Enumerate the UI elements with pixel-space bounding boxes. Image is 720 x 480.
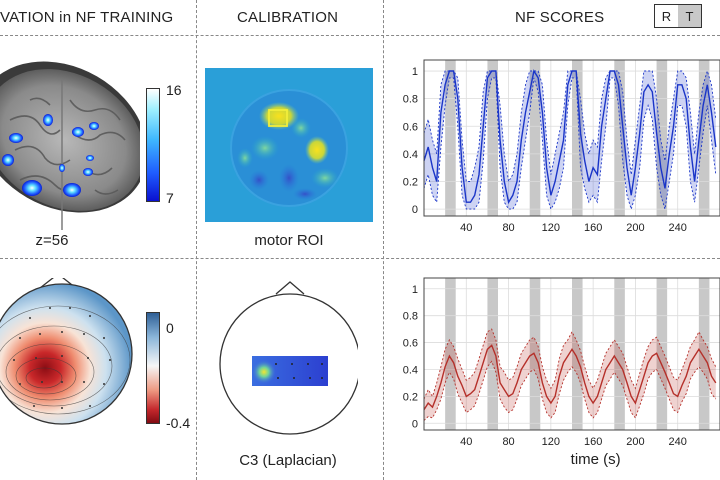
task-block [487,278,498,430]
rest-task-legend: R T [654,4,702,28]
y-tick-label: 0.2 [403,176,418,188]
y-tick-label: 0.4 [403,364,418,376]
x-tick-label: 80 [502,436,514,448]
y-tick-label: 0.4 [403,149,418,161]
motor-roi-label: motor ROI [254,232,324,249]
x-tick-label: 120 [542,436,560,448]
electrode-dots [13,307,111,409]
eeg-colorbar [146,312,160,424]
task-block [529,278,541,430]
task-legend-label: T [678,5,701,27]
series-upper-line [423,69,717,183]
x-tick-label: 240 [669,436,687,448]
plot-frame [423,277,720,431]
x-tick-label: 80 [502,222,514,234]
x-tick-label: 160 [584,436,602,448]
y-tick-label: 0 [412,204,418,216]
task-block [445,278,456,430]
task-block [698,60,710,216]
task-block [656,278,668,430]
series-lower-line [423,77,717,211]
y-tick-label: 0.2 [403,391,418,403]
x-tick-label: 120 [542,222,560,234]
y-tick-label: 1 [412,66,418,78]
x-tick-label: 40 [460,436,472,448]
activation-header: VATION in NF TRAINING [0,9,174,26]
task-block [614,60,625,216]
x-tick-label: 200 [626,436,644,448]
series-band [424,329,716,421]
calibration-fmri-map [205,68,373,222]
rest-legend-label: R [655,5,678,27]
c3-laplacian-label: C3 (Laplacian) [239,452,337,469]
fmri-brain-slice [0,61,140,230]
fmri-nf-chart: 0 0.2 0.4 0.6 0.8 1 40 80 120 160 200 240 [403,59,720,234]
task-block [572,60,583,216]
eeg-colorbar-min: -0.4 [166,415,191,431]
calibration-eeg-head [219,281,358,435]
series-upper-line [423,328,717,400]
eeg-nf-chart: 0 0.2 0.4 0.6 0.8 1 40 80 120 160 200 240 time (s) [403,277,720,468]
activation-blobs [2,114,99,197]
x-tick-label: 240 [669,222,687,234]
column-divider [383,0,384,480]
y-tick-label: 0.8 [403,311,418,323]
column-divider [196,0,197,480]
x-tick-label: 200 [626,222,644,234]
fmri-colorbar-max: 16 [166,82,182,98]
y-tick-label: 1 [412,284,418,296]
task-block [698,278,710,430]
series-lower-line [423,360,717,421]
x-axis-label: time (s) [571,451,621,468]
task-block [614,278,625,430]
series-mean-line [423,69,717,205]
x-tick-label: 40 [460,222,472,234]
task-block [529,60,541,216]
fmri-colorbar [146,88,160,202]
row-divider [0,258,720,259]
slice-label: z=56 [35,232,69,249]
header-divider [0,35,720,36]
roi-square [268,109,288,127]
calibration-header: CALIBRATION [237,9,339,26]
plot-frame [423,59,720,217]
task-block [487,60,498,216]
fmri-colorbar-min: 7 [166,190,174,206]
eeg-colorbar-max: 0 [166,320,174,336]
y-tick-label: 0.6 [403,338,418,350]
y-tick-label: 0.8 [403,94,418,106]
series-mean-line [423,344,717,411]
task-block [445,60,456,216]
x-tick-label: 160 [584,222,602,234]
y-tick-label: 0.6 [403,121,418,133]
task-block [572,278,583,430]
task-block [656,60,668,216]
eeg-topomap [0,278,133,425]
nf-scores-header: NF SCORES [515,9,605,26]
y-tick-label: 0 [412,418,418,430]
